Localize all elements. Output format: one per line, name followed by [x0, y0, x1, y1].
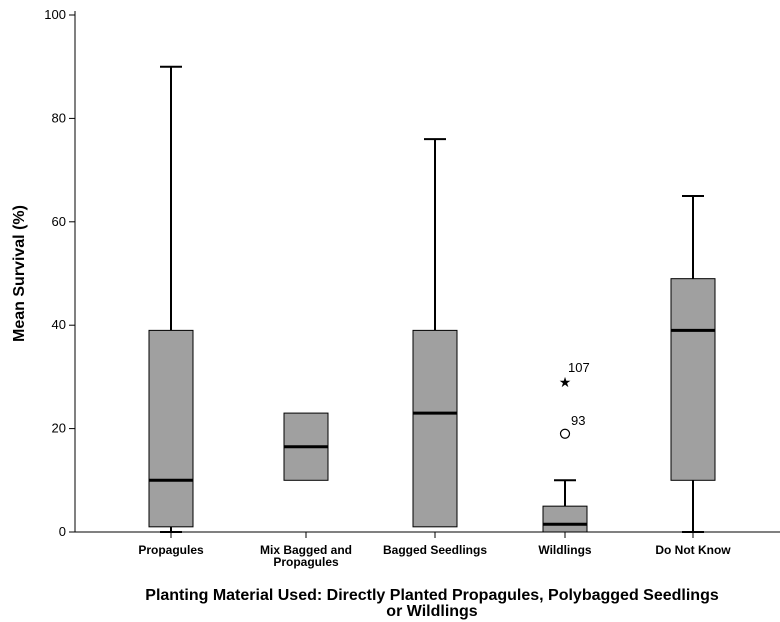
labels: Propagules Mix Bagged andPropagulesBagged… — [11, 205, 731, 620]
x-tick-label: Bagged Seedlings — [383, 543, 487, 557]
box-group — [283, 412, 329, 481]
axes: 0 20 40 60 80 100 — [44, 7, 780, 539]
y-tick-label: 60 — [52, 214, 66, 229]
y-tick-label: 20 — [52, 421, 66, 436]
y-tick-label: 40 — [52, 317, 66, 332]
box-group — [412, 138, 458, 528]
y-tick-label: 0 — [59, 524, 66, 539]
x-axis-title: Planting Material Used: Directly Planted… — [145, 587, 719, 604]
x-tick-label: Propagules — [273, 555, 339, 569]
box-group — [670, 194, 716, 533]
outlier-label: 93 — [571, 413, 585, 428]
box — [412, 329, 458, 528]
box — [670, 278, 716, 481]
x-tick-label: Mix Bagged and — [260, 543, 352, 557]
box — [148, 329, 194, 528]
box-group — [148, 65, 194, 533]
x-axis-title: or Wildlings — [386, 603, 478, 620]
y-axis-title: Mean Survival (%) — [11, 205, 28, 342]
outlier-star: ★ — [559, 375, 572, 391]
outlier-circle — [559, 428, 571, 439]
x-tick-label: Do Not Know — [655, 543, 731, 557]
x-tick-label: Propagules — [138, 543, 204, 557]
box — [542, 505, 588, 533]
y-tick-label: 80 — [52, 110, 66, 125]
plot-area: 93 ★107 — [148, 65, 716, 533]
box-group: 93 ★107 — [542, 360, 590, 533]
y-tick-label: 100 — [44, 7, 66, 22]
outlier-label: 107 — [568, 360, 590, 375]
x-tick-label: Wildlings — [538, 543, 592, 557]
